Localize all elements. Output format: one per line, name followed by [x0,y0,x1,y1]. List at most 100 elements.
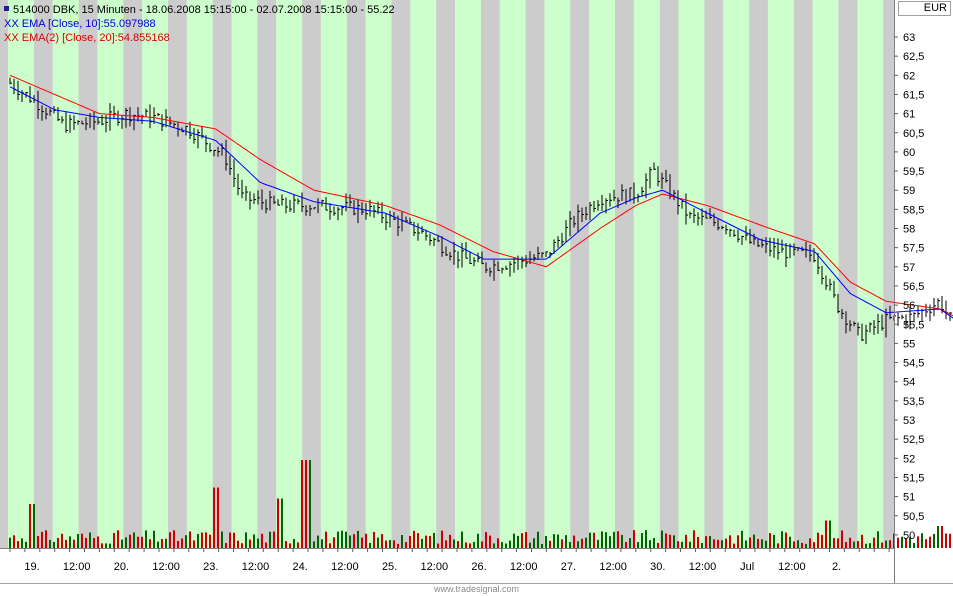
session-band [499,0,526,548]
volume-bar [345,531,347,548]
volume-bar [277,498,279,548]
volume-bar [441,530,443,548]
volume-bar [573,535,575,548]
volume-bar [461,531,463,548]
volume-bar [217,487,219,548]
volume-bar [557,534,559,548]
legend-ema10[interactable]: XX EMA [Close, 10]:55.097988 [4,18,156,30]
volume-bar [497,538,499,548]
volume-bar [889,540,891,548]
volume-bar [185,535,187,548]
price-tick-label: 50 [903,530,915,542]
volume-bar [37,536,39,548]
session-band [455,0,481,548]
session-band [544,0,571,548]
volume-bar [593,532,595,548]
volume-bar [269,531,271,548]
session-band [767,0,794,548]
volume-bar [13,535,15,548]
volume-bar [645,530,647,548]
volume-bar [853,541,855,548]
price-tick-label: 58,5 [903,204,924,216]
volume-bar [57,537,59,548]
volume-bar [181,538,183,548]
volume-bar [681,541,683,548]
volume-bar [33,504,35,548]
volume-bar [797,540,799,548]
volume-bar [629,538,631,548]
volume-bar [617,531,619,548]
volume-bar [501,542,503,548]
price-tick-label: 52 [903,453,915,465]
price-tick-label: 50,5 [903,511,924,523]
session-band [8,0,34,548]
volume-bar [377,537,379,548]
legend-ema20[interactable]: XX EMA(2) [Close, 20]:54.855168 [4,32,170,44]
volume-bar [373,531,375,548]
time-tick-label: 27. [561,561,576,573]
volume-bar [309,460,311,548]
volume-bar [569,542,571,548]
volume-bar [329,543,331,548]
volume-bar [925,539,927,548]
volume-bar [705,536,707,548]
volume-bar [881,542,883,548]
volume-bar [405,541,407,548]
volume-bar [393,540,395,548]
volume-bar [789,536,791,548]
volume-bar [177,540,179,548]
volume-bar [653,538,655,548]
time-tick-label: 12:00 [599,561,627,573]
volume-bar [165,538,167,548]
session-band [142,0,169,548]
volume-bar [817,532,819,548]
volume-bar [417,533,419,548]
volume-bar [709,536,711,548]
volume-bar [341,530,343,548]
volume-bar [829,520,831,548]
volume-bar [41,531,43,548]
volume-bar [253,534,255,548]
volume-bar [513,533,515,548]
price-tick-label: 59 [903,185,915,197]
volume-bar [561,539,563,548]
volume-bar [621,534,623,548]
volume-bar [877,531,879,548]
time-tick-label: 25. [382,561,397,573]
volume-bar [649,540,651,548]
volume-bar [17,541,19,548]
price-tick-label: 51 [903,492,915,504]
volume-bar [689,541,691,548]
volume-bar [781,531,783,548]
volume-bar [729,535,731,548]
volume-bar [225,542,227,548]
price-axis: 63 62,5 62 61,5 61 60,5 60 59,5 59 58,5 58 57,5 57 56… [894,32,924,542]
volume-bar [745,540,747,548]
volume-bar [433,532,435,548]
volume-bar [605,532,607,548]
price-tick-label: 54 [903,377,915,389]
volume-bar [601,531,603,548]
watermark: www.tradesignal.com [433,584,520,594]
volume-bar [9,537,11,548]
volume-bar [189,531,191,548]
volume-bar [425,535,427,548]
volume-bar [769,533,771,548]
volume-bar [117,530,119,548]
volume-bar [97,536,99,548]
volume-bar [357,530,359,548]
volume-bar [297,542,299,548]
volume-bar [661,530,663,548]
price-tick-label: 59,5 [903,166,924,178]
volume-bar [929,536,931,548]
price-tick-label: 60 [903,147,915,159]
volume-bar [237,540,239,548]
price-tick-label: 60,5 [903,128,924,140]
volume-bar [757,538,759,548]
volume-bar [765,540,767,548]
time-tick-label: 19. [24,561,39,573]
volume-bar [169,532,171,548]
volume-bar [413,530,415,548]
volume-bar [509,540,511,548]
volume-bar [437,543,439,548]
